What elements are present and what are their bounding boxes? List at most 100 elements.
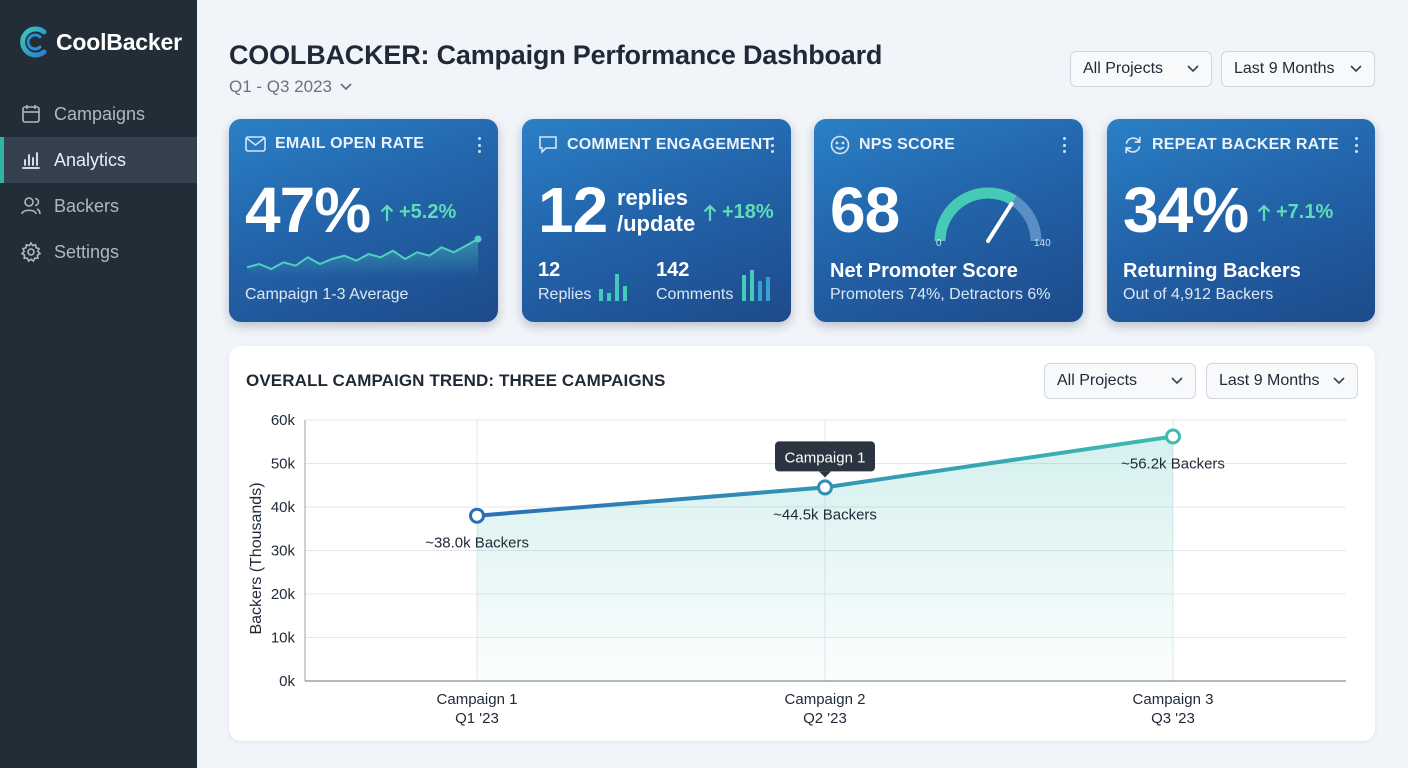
kpi-delta: +7.1% — [1257, 201, 1333, 224]
x-tick-sublabel: Q2 '23 — [803, 710, 847, 727]
sidebar-item-label: Backers — [54, 195, 120, 216]
kpi-unit-line: /update — [617, 211, 696, 236]
mail-icon — [245, 136, 266, 152]
card-label: Returning Backers — [1123, 260, 1301, 282]
y-tick-label: 30k — [271, 543, 296, 560]
range-filter-value: Last 9 Months — [1234, 60, 1335, 77]
nps-gauge — [934, 187, 1042, 243]
card-title: REPEAT BACKER RATE — [1152, 136, 1340, 153]
chevron-down-icon — [1350, 65, 1362, 73]
sidebar: CoolBacker Campaigns Analytics Backers S… — [0, 0, 197, 768]
tooltip-box — [775, 441, 875, 472]
repeat-backer-card: REPEAT BACKER RATE 34% +7.1% Returning B… — [1107, 119, 1375, 322]
sidebar-nav: Campaigns Analytics Backers Settings — [0, 91, 197, 275]
comment-icon — [539, 136, 557, 154]
card-footer: Campaign 1-3 Average — [245, 286, 409, 303]
y-tick-label: 0k — [279, 673, 295, 690]
range-filter-value: Last 9 Months — [1219, 372, 1320, 389]
y-tick-label: 20k — [271, 586, 296, 603]
card-menu-icon[interactable] — [1063, 137, 1067, 153]
data-label: ~44.5k Backers — [773, 506, 877, 523]
data-point — [1165, 428, 1181, 445]
data-label: ~56.2k Backers — [1121, 456, 1225, 473]
period-selector[interactable]: Q1 - Q3 2023 — [229, 77, 352, 97]
chart-range-filter-select[interactable]: Last 9 Months — [1206, 363, 1358, 399]
users-icon — [20, 195, 42, 217]
arrow-up-icon — [380, 203, 394, 221]
comments-value: 142 — [656, 259, 690, 281]
y-tick-label: 50k — [271, 456, 296, 473]
sparkline-line — [246, 238, 479, 271]
data-point — [817, 479, 833, 496]
card-footer: Promoters 74%, Detractors 6% — [830, 286, 1051, 303]
chevron-down-icon — [1333, 377, 1345, 385]
tooltip-pointer — [819, 471, 831, 478]
campaign-trend-panel: OVERALL CAMPAIGN TREND: THREE CAMPAIGNS … — [229, 346, 1375, 741]
chart-tooltip: Campaign 1 — [775, 441, 875, 478]
y-tick-label: 40k — [271, 499, 296, 516]
card-title: EMAIL OPEN RATE — [275, 135, 425, 152]
card-menu-icon[interactable] — [771, 137, 775, 153]
gauge-max-label: 140 — [1034, 238, 1051, 249]
card-title: COMMENT ENGAGEMENT — [567, 135, 773, 153]
card-menu-icon[interactable] — [1355, 137, 1359, 153]
replies-value: 12 — [538, 259, 561, 281]
chevron-down-icon — [1171, 377, 1183, 385]
kpi-unit-line: replies — [617, 185, 688, 210]
kpi-value: 68 — [830, 174, 900, 246]
project-filter-value: All Projects — [1083, 60, 1164, 77]
series-area — [477, 436, 1173, 681]
app-name: CoolBacker — [56, 28, 182, 55]
calendar-icon — [20, 103, 42, 125]
project-filter-value: All Projects — [1057, 372, 1138, 389]
chart-title: OVERALL CAMPAIGN TREND: THREE CAMPAIGNS — [246, 371, 666, 390]
email-sparkline — [246, 235, 482, 277]
kpi-value: 47% — [245, 174, 371, 246]
coolbacker-logo-icon — [20, 26, 47, 58]
chevron-down-icon — [1187, 65, 1199, 73]
email-open-rate-card: EMAIL OPEN RATE 47% +5.2% Campaign 1-3 A… — [229, 119, 498, 322]
x-tick-label: Campaign 1 — [437, 691, 518, 708]
y-tick-label: 10k — [271, 630, 296, 647]
range-filter-select[interactable]: Last 9 Months — [1221, 51, 1375, 87]
sidebar-item-label: Analytics — [54, 149, 127, 170]
x-tick-sublabel: Q1 '23 — [455, 710, 499, 727]
gauge-fill — [934, 187, 1017, 242]
card-menu-icon[interactable] — [478, 137, 482, 153]
arrow-up-icon — [703, 203, 717, 221]
kpi-unit: replies /update — [617, 185, 695, 237]
kpi-value: 34% — [1123, 174, 1249, 246]
sidebar-item-label: Campaigns — [54, 103, 146, 124]
chart-project-filter-select[interactable]: All Projects — [1044, 363, 1196, 399]
sidebar-item-analytics[interactable]: Analytics — [0, 137, 197, 183]
card-footer: Out of 4,912 Backers — [1123, 286, 1274, 303]
sidebar-item-settings[interactable]: Settings — [0, 229, 197, 275]
nps-score-card: NPS SCORE 68 0 140 Net Promoter Score Pr… — [814, 119, 1083, 322]
app-logo[interactable]: CoolBacker — [18, 24, 182, 60]
kpi-delta: +5.2% — [380, 201, 456, 224]
smiley-icon — [830, 135, 850, 155]
data-point — [469, 507, 485, 524]
project-filter-select[interactable]: All Projects — [1070, 51, 1212, 87]
kpi-delta: +18% — [703, 201, 774, 224]
sidebar-item-campaigns[interactable]: Campaigns — [0, 91, 197, 137]
data-label: ~38.0k Backers — [425, 535, 529, 552]
page-title: COOLBACKER: Campaign Performance Dashboa… — [229, 40, 883, 70]
campaign-trend-chart: 0k 10k 20k 30k 40k 50k 60k Backers (Thousands) C… — [248, 412, 1346, 727]
kpi-delta-value: +7.1% — [1276, 201, 1334, 223]
y-tick-label: 60k — [271, 412, 296, 429]
x-tick-sublabel: Q3 '23 — [1151, 710, 1195, 727]
card-label: Net Promoter Score — [830, 260, 1018, 282]
sidebar-item-backers[interactable]: Backers — [0, 183, 197, 229]
arrow-up-icon — [1257, 203, 1271, 221]
tooltip-text: Campaign 1 — [785, 449, 866, 466]
x-tick-label: Campaign 3 — [1133, 691, 1214, 708]
chevron-down-icon — [340, 83, 352, 91]
card-title: NPS SCORE — [859, 136, 956, 153]
kpi-delta-value: +5.2% — [399, 201, 457, 223]
gauge-min-label: 0 — [936, 238, 942, 249]
y-axis-label: Backers (Thousands) — [248, 482, 265, 634]
replies-mini-bars — [599, 274, 627, 301]
gear-icon — [20, 241, 42, 263]
kpi-value: 12 — [538, 174, 608, 246]
